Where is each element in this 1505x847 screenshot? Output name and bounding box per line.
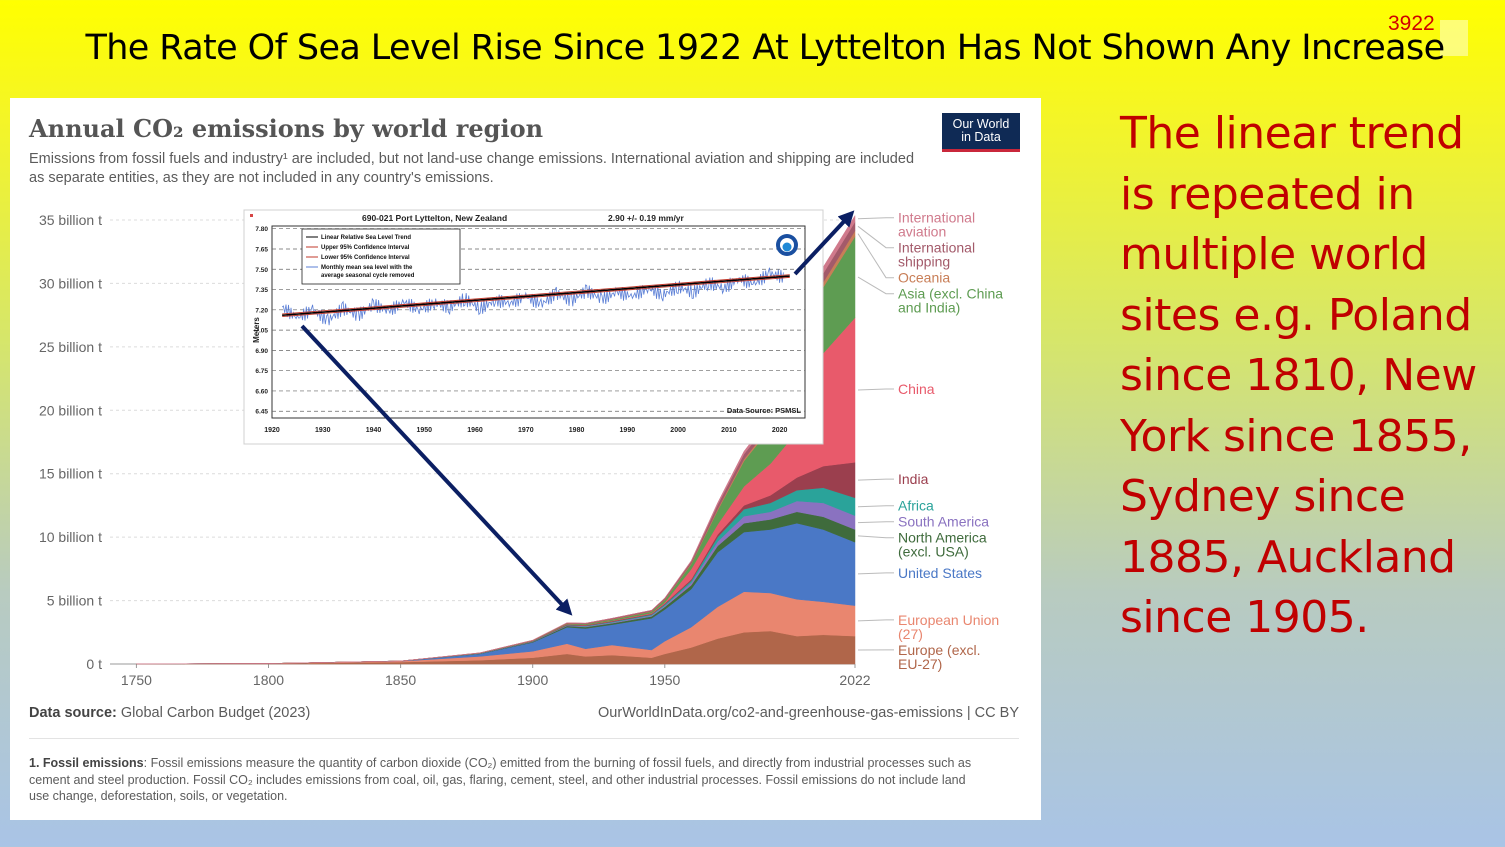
inset-title: 690-021 Port Lyttelton, New Zealand: [362, 213, 507, 223]
slide-title: The Rate Of Sea Level Rise Since 1922 At…: [85, 28, 1445, 68]
inset-legend: Linear Relative Sea Level Trend Upper 95%…: [301, 228, 461, 285]
y-tick-label: 5 billion t: [47, 593, 102, 609]
legend-label: International shipping: [898, 240, 975, 270]
legend-label: Africa: [898, 498, 934, 514]
inset-legend-box: [301, 228, 461, 285]
emissions-area-chart: 0 t 5 billion t 10 billion t 15 billion t 20…: [39, 209, 1003, 688]
inset-x-tick-label: 1950: [416, 427, 432, 434]
data-source-label: Data source:: [29, 705, 117, 721]
legend-connector: [857, 535, 894, 539]
inset-plot-frame: [271, 225, 806, 419]
x-tick-label: 2022: [839, 672, 870, 688]
owid-logo[interactable]: Our World in Data: [942, 113, 1020, 152]
legend-connector: [857, 505, 894, 508]
inset-y-tick-label: 6.45: [255, 409, 268, 416]
legend-label: North America (excl. USA): [898, 530, 987, 560]
inset-linear-trend-line: [282, 275, 790, 317]
inset-x-tick-label: 1920: [264, 427, 280, 434]
inset-x-tick-label: 1960: [467, 427, 483, 434]
footnote-label: 1. Fossil emissions: [29, 756, 144, 770]
inset-y-tick-label: 7.80: [255, 226, 268, 233]
legend-label: Europe (excl. EU-27): [898, 642, 980, 672]
footnote-text: : Fossil emissions measure the quantity …: [29, 756, 972, 803]
y-tick-label: 20 billion t: [39, 402, 102, 418]
x-tick-label: 1850: [385, 672, 416, 688]
x-tick-label: 1750: [121, 672, 152, 688]
x-tick-label: 1900: [517, 672, 548, 688]
inset-legend-label: Monthly mean sea level with the average s…: [321, 265, 415, 279]
legend-connector: [857, 619, 894, 622]
legend-connector: [857, 572, 894, 575]
x-tick-label: 1950: [649, 672, 680, 688]
footnote-divider: [29, 738, 1019, 739]
area-international-aviation: [136, 214, 856, 665]
legend-connector: [857, 521, 894, 524]
slide-number: 3922: [1388, 12, 1435, 35]
inset-x-tick-label: 2020: [772, 427, 788, 434]
y-tick-label: 30 billion t: [39, 275, 102, 291]
inset-x-tick-label: 1970: [518, 427, 534, 434]
owid-chart-subtitle: Emissions from fossil fuels and industry…: [29, 151, 915, 186]
owid-chart-title: Annual CO₂ emissions by world region: [29, 114, 544, 143]
y-tick-label: 0 t: [86, 656, 102, 672]
legend-connector: [857, 217, 894, 220]
data-source-line: Data source: Global Carbon Budget (2023): [29, 705, 310, 721]
legend-connector: [857, 478, 894, 481]
noaa-logo-icon: [776, 234, 798, 256]
inset-legend-label: Lower 95% Confidence Interval: [321, 255, 410, 261]
inset-confidence-line: [282, 276, 790, 318]
inset-x-tick-label: 1980: [569, 427, 585, 434]
inset-corner-mark: [250, 214, 253, 217]
legend-label: Oceania: [898, 270, 950, 286]
y-tick-label: 15 billion t: [39, 466, 102, 482]
legend-label: India: [898, 471, 929, 487]
owid-logo-line1: Our World: [952, 117, 1010, 131]
legend-connector: [857, 225, 894, 249]
y-tick-label: 25 billion t: [39, 339, 102, 355]
inset-legend-label: Linear Relative Sea Level Trend: [321, 235, 411, 241]
inset-x-tick-label: 1940: [366, 427, 382, 434]
x-tick-label: 1800: [253, 672, 284, 688]
y-tick-label: 35 billion t: [39, 212, 102, 228]
legend-label: European Union (27): [898, 612, 999, 642]
legend-label: China: [898, 381, 935, 397]
inset-y-axis-label: Meters: [252, 317, 261, 343]
inset-y-tick-label: 6.75: [255, 368, 268, 375]
footnote: 1. Fossil emissions: Fossil emissions me…: [29, 755, 989, 805]
owid-logo-bar: [942, 149, 1020, 152]
inset-y-tick-label: 6.90: [255, 348, 268, 355]
inset-confidence-line: [282, 274, 790, 315]
inset-x-tick-label: 1990: [620, 427, 636, 434]
inset-y-tick-label: 7.65: [255, 246, 268, 253]
slide-number-box: [1440, 20, 1468, 56]
legend-connector: [857, 276, 894, 295]
inset-legend-label: Upper 95% Confidence Interval: [321, 245, 410, 251]
inset-x-tick-label: 2010: [721, 427, 737, 434]
inset-x-tick-label: 2000: [670, 427, 686, 434]
owid-url[interactable]: OurWorldInData.org/co2-and-greenhouse-ga…: [598, 705, 1019, 721]
data-source-value: Global Carbon Budget (2023): [120, 705, 311, 721]
inset-rate: 2.90 +/- 0.19 mm/yr: [608, 213, 685, 223]
inset-y-tick-label: 7.05: [255, 328, 268, 335]
side-commentary: The linear trend is repeated in multiple…: [1120, 108, 1477, 643]
tide-gauge-inset: 6.45 6.60 6.75 6.90 7.05 7.20 7.35 7.50 7.65 7.80…: [243, 209, 824, 445]
owid-chart-panel: Annual CO₂ emissions by world region Emi…: [10, 98, 1041, 820]
arrow-to-2022: [793, 210, 855, 276]
owid-logo-line2: in Data: [961, 130, 1001, 144]
inset-y-tick-label: 7.50: [255, 267, 268, 274]
legend-label: South America: [898, 514, 989, 530]
legend-label: Asia (excl. China and India): [898, 286, 1003, 316]
y-tick-label: 10 billion t: [39, 529, 102, 545]
legend-connector: [857, 233, 894, 279]
inset-y-tick-label: 6.60: [255, 388, 268, 395]
legend-connector: [857, 388, 894, 391]
inset-y-tick-label: 7.35: [255, 287, 268, 294]
inset-y-tick-label: 7.20: [255, 307, 268, 314]
legend-label: United States: [898, 565, 982, 581]
inset-x-tick-label: 1930: [315, 427, 331, 434]
legend-label: International aviation: [898, 210, 975, 240]
inset-data-source: Data Source: PSMSL: [727, 406, 802, 415]
arrow-to-1922: [300, 324, 573, 616]
